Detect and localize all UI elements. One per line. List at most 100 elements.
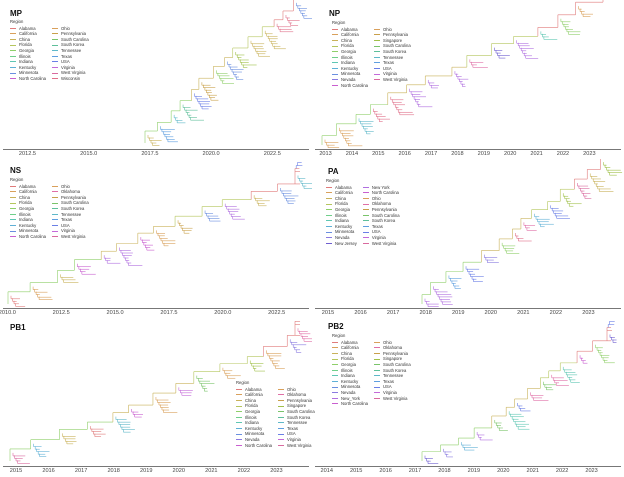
x-tick-label: 2020	[497, 468, 510, 474]
legend-item: Kentucky	[332, 66, 368, 72]
legend-label: Wisconsin	[61, 75, 81, 81]
legend-swatch	[10, 44, 16, 46]
legend-item: Florida	[326, 201, 357, 207]
legend-label: Florida	[341, 356, 354, 362]
legend-item: West Virginia	[374, 396, 411, 402]
legend-label: China	[335, 195, 346, 201]
legend-item: USA	[52, 59, 89, 65]
legend-swatch	[332, 392, 338, 394]
legend-label: Georgia	[245, 408, 260, 414]
legend-swatch	[52, 236, 58, 238]
legend-label: Kentucky	[341, 378, 359, 384]
legend: Region Alabama California China Florida Georg…	[10, 19, 89, 82]
x-tick-label: 2021	[517, 310, 530, 316]
x-tick-label: 2017	[74, 468, 88, 474]
legend-label: Georgia	[341, 361, 356, 367]
legend-item: Nevada	[236, 437, 272, 443]
legend-swatch	[374, 347, 380, 349]
panel-mp: MP Region Alabama California China Florida Ge…	[0, 0, 312, 159]
tree-pb1	[9, 321, 312, 464]
legend-swatch	[278, 422, 284, 424]
x-tick-label: 2019	[467, 468, 481, 474]
legend-swatch	[52, 78, 58, 80]
legend-swatch	[332, 68, 338, 70]
legend-item: Alabama	[332, 27, 368, 33]
legend-label: Illinois	[335, 212, 347, 218]
legend-item: California	[332, 345, 368, 351]
x-tick-label: 2021	[205, 468, 218, 474]
legend-item: Kentucky	[332, 379, 368, 385]
x-tick-label: 2015.0	[80, 151, 98, 157]
legend-swatch	[10, 191, 16, 193]
legend-item: Minnesota	[236, 431, 272, 437]
legend-label: USA	[287, 431, 296, 437]
legend-swatch	[326, 242, 332, 244]
x-tick-label: 2020.0	[214, 310, 232, 316]
legend-label: Minnesota	[341, 384, 361, 390]
legend-label: Kentucky	[245, 425, 263, 431]
legend-swatch	[278, 428, 284, 430]
legend-item: Illinois	[332, 368, 368, 374]
legend: Region Alabama California China Florida Georg…	[10, 177, 89, 240]
legend-item: Ohio	[362, 196, 400, 202]
legend-label: Georgia	[19, 47, 34, 53]
x-tick-label: 2014	[320, 468, 333, 474]
legend-swatch	[10, 50, 16, 52]
legend-swatch	[374, 392, 380, 394]
legend-label: South Carolina	[383, 361, 411, 367]
legend-label: Indiana	[341, 60, 355, 66]
legend-item: West Virginia	[374, 77, 411, 83]
panel-title: PB1	[10, 323, 26, 332]
legend-label: Virginia	[383, 389, 397, 395]
legend-label: Alabama	[245, 386, 262, 392]
legend-swatch	[326, 226, 332, 228]
legend-label: Nevada	[341, 389, 356, 395]
legend-item: Texas	[52, 217, 89, 223]
legend-item: Indiana	[332, 373, 368, 379]
x-tick-label: 2015.0	[106, 310, 124, 316]
legend-item: China	[236, 398, 272, 404]
legend-item: North Carolina	[10, 234, 46, 240]
legend-label: Indiana	[341, 373, 355, 379]
legend-swatch	[52, 39, 58, 41]
legend-item: Minnesota	[332, 384, 368, 390]
legend-swatch	[52, 197, 58, 199]
legend-item: Illinois	[332, 55, 368, 61]
legend-swatch	[332, 364, 338, 366]
legend-item: Georgia	[332, 362, 368, 368]
legend-label: Virginia	[61, 64, 75, 70]
legend-item: Virginia	[362, 235, 400, 241]
legend-swatch	[278, 394, 284, 396]
legend-label: Kentucky	[335, 223, 353, 229]
legend-item: North Carolina	[10, 76, 46, 82]
legend-swatch	[332, 45, 338, 47]
legend-item: California	[332, 32, 368, 38]
x-tick-label: 2023	[585, 468, 598, 474]
legend-label: Ohio	[287, 386, 296, 392]
legend-swatch	[278, 411, 284, 413]
legend-swatch	[52, 219, 58, 221]
legend-swatch	[374, 381, 380, 383]
legend-label: California	[19, 189, 37, 195]
legend-swatch	[52, 61, 58, 63]
legend-label: Pennsylvania	[287, 397, 312, 403]
legend-label: Texas	[371, 223, 383, 229]
legend-item: California	[10, 189, 46, 195]
legend-swatch	[332, 84, 338, 86]
legend-swatch	[374, 397, 380, 399]
legend-item: South Carolina	[278, 409, 315, 415]
legend-label: Singapore	[383, 356, 403, 362]
tree-pa	[421, 159, 623, 307]
legend-swatch	[326, 214, 332, 216]
legend-label: South Carolina	[371, 212, 400, 218]
legend-swatch	[326, 237, 332, 239]
legend-item: Alabama	[236, 387, 272, 393]
legend-item: Singapore	[374, 38, 411, 44]
legend-item: New Jersey	[326, 241, 357, 247]
legend-item: Alabama	[332, 340, 368, 346]
legend-label: Pennsylvania	[383, 32, 408, 38]
legend-label: Singapore	[383, 37, 403, 43]
legend-label: Illinois	[19, 211, 31, 217]
legend-swatch	[374, 386, 380, 388]
legend-swatch	[52, 55, 58, 57]
